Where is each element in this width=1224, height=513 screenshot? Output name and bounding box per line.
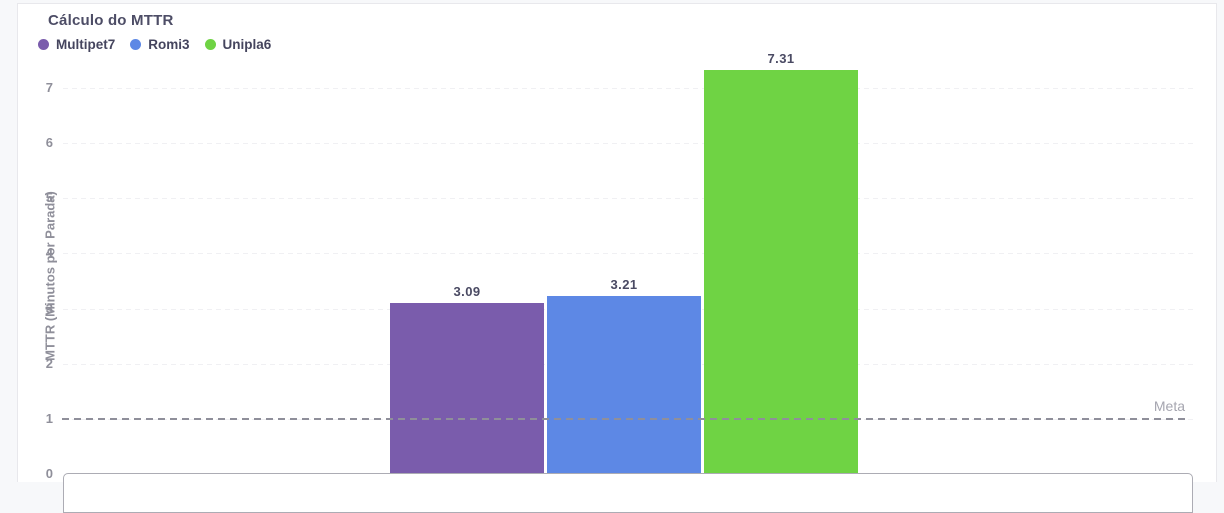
y-tick-label: 5 bbox=[45, 190, 53, 206]
bar-value-label: 3.21 bbox=[610, 277, 638, 292]
legend-label: Romi3 bbox=[148, 37, 190, 52]
gridline bbox=[63, 143, 1193, 145]
meta-reference-line bbox=[62, 418, 1188, 420]
legend-swatch-icon bbox=[204, 39, 216, 50]
y-tick-label: 3 bbox=[45, 300, 53, 316]
gridline bbox=[63, 88, 1193, 90]
bar-multipet7[interactable] bbox=[390, 303, 544, 473]
legend-label: Unipla6 bbox=[222, 37, 272, 52]
legend-label: Multipet7 bbox=[56, 37, 116, 52]
y-tick-label: 0 bbox=[45, 466, 53, 481]
legend-swatch-icon bbox=[130, 39, 142, 50]
bar-unipla6[interactable] bbox=[704, 70, 858, 473]
plot-area: 0 1 2 3 4 5 6 7 3.09 3.21 7.31 Meta bbox=[45, 51, 1193, 481]
meta-label: Meta bbox=[1153, 398, 1185, 414]
legend-item-multipet7[interactable]: Multipet7 bbox=[38, 37, 115, 52]
legend-item-romi3[interactable]: Romi3 bbox=[130, 37, 190, 52]
bar-value-label: 7.31 bbox=[767, 51, 795, 66]
gridline bbox=[63, 253, 1193, 255]
chart-title: Cálculo do MTTR bbox=[48, 12, 174, 29]
y-tick-label: 7 bbox=[45, 80, 53, 96]
y-tick-label: 1 bbox=[45, 410, 53, 426]
legend-item-unipla6[interactable]: Unipla6 bbox=[204, 37, 272, 52]
bottom-panel bbox=[63, 473, 1193, 513]
page: { "chart_data": { "type": "bar", "title"… bbox=[17, 3, 1217, 513]
gridline bbox=[63, 198, 1193, 200]
bar-value-label: 3.09 bbox=[453, 284, 481, 299]
y-tick-label: 4 bbox=[45, 245, 53, 261]
legend-swatch-icon bbox=[38, 39, 49, 50]
y-tick-label: 2 bbox=[45, 355, 53, 371]
bar-romi3[interactable] bbox=[547, 296, 701, 473]
y-tick-label: 6 bbox=[45, 135, 53, 151]
legend: Multipet7 Romi3 Unipla6 bbox=[38, 37, 271, 52]
